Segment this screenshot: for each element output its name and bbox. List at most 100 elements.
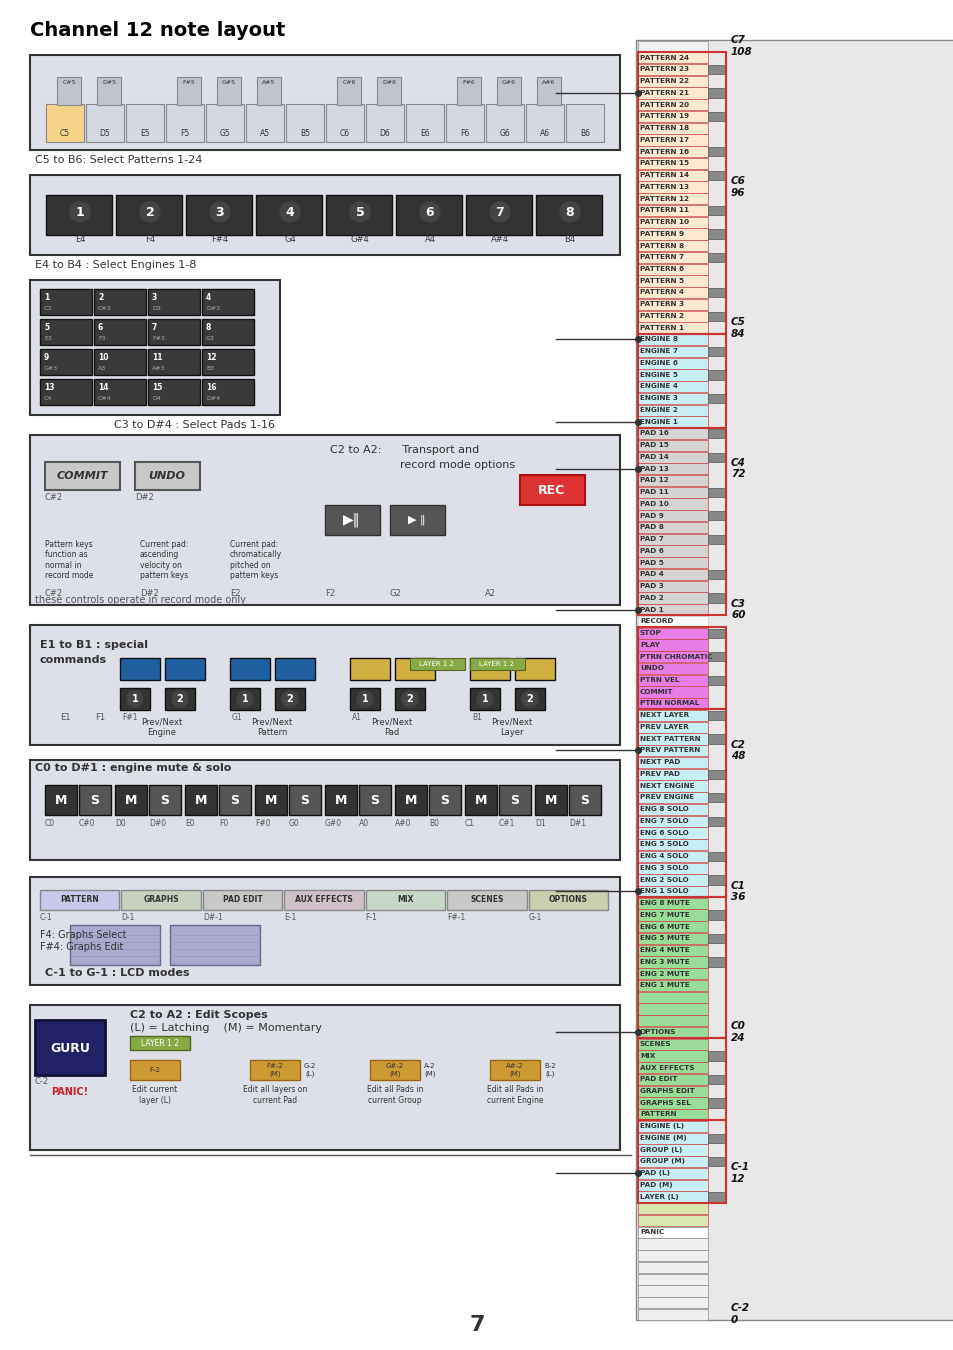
Text: B4: B4	[564, 235, 575, 244]
Text: PATTERN 4: PATTERN 4	[639, 289, 683, 296]
Text: PREV PATTERN: PREV PATTERN	[639, 748, 700, 753]
Bar	[638, 1145, 707, 1156]
Text: ENGINE 1: ENGINE 1	[639, 418, 678, 425]
Bar	[638, 863, 707, 873]
Bar	[638, 463, 707, 474]
Bar	[638, 898, 707, 909]
Bar	[638, 1215, 707, 1226]
Text: S: S	[91, 794, 99, 806]
Bar	[638, 558, 707, 568]
Text: G-2
(L): G-2 (L)	[304, 1064, 315, 1077]
Bar	[94, 379, 146, 405]
Text: PAD (M): PAD (M)	[639, 1183, 672, 1188]
Bar	[30, 878, 619, 986]
Text: S: S	[440, 794, 449, 806]
Bar	[284, 890, 363, 910]
Text: C6
96: C6 96	[730, 176, 745, 197]
Text: AUX EFFECTS: AUX EFFECTS	[639, 1065, 694, 1071]
Text: B5: B5	[299, 130, 310, 138]
Text: these controls operate in record mode only: these controls operate in record mode on…	[35, 595, 246, 605]
Text: PATTERN 5: PATTERN 5	[639, 278, 683, 283]
Text: B3: B3	[206, 366, 214, 371]
Text: A2: A2	[484, 589, 496, 598]
Text: PAD 13: PAD 13	[639, 466, 668, 471]
Bar	[638, 1003, 707, 1015]
Text: 4: 4	[285, 205, 294, 219]
Circle shape	[127, 691, 143, 707]
Bar	[219, 784, 251, 815]
Bar	[120, 657, 160, 680]
Bar	[30, 625, 619, 745]
Bar	[707, 112, 725, 122]
Bar	[638, 428, 707, 439]
Text: OPTIONS: OPTIONS	[639, 1029, 676, 1035]
Bar	[638, 1238, 707, 1250]
Text: F#-1: F#-1	[447, 913, 465, 922]
Bar	[254, 784, 287, 815]
Text: C4: C4	[44, 396, 52, 401]
Bar	[350, 657, 390, 680]
Text: 7: 7	[469, 1315, 484, 1335]
Text: F3: F3	[98, 336, 106, 342]
Bar	[638, 76, 707, 86]
Bar	[638, 675, 707, 686]
Text: G5: G5	[219, 130, 230, 138]
Text: AUX EFFECTS: AUX EFFECTS	[294, 895, 353, 905]
Text: PATTERN 7: PATTERN 7	[639, 254, 683, 261]
Text: A-2
(M): A-2 (M)	[424, 1064, 436, 1077]
Text: F-2: F-2	[150, 1066, 160, 1073]
Bar	[528, 890, 607, 910]
Text: 2: 2	[146, 205, 154, 219]
Text: PAD 12: PAD 12	[639, 478, 668, 483]
Text: A#-2
(M): A#-2 (M)	[506, 1064, 523, 1077]
Text: NEXT LAYER: NEXT LAYER	[639, 713, 688, 718]
Bar	[638, 815, 707, 826]
Circle shape	[401, 691, 417, 707]
Bar	[638, 416, 707, 428]
Text: ENG 5 MUTE: ENG 5 MUTE	[639, 936, 689, 941]
Text: LAYER (L): LAYER (L)	[639, 1193, 678, 1200]
Text: M: M	[265, 794, 277, 806]
Text: F4: F4	[145, 235, 155, 244]
Text: G#5: G#5	[222, 80, 235, 85]
Text: PATTERN 18: PATTERN 18	[639, 126, 688, 131]
Text: G-1: G-1	[528, 913, 541, 922]
Text: ENG 4 SOLO: ENG 4 SOLO	[639, 853, 688, 859]
Bar	[638, 298, 707, 311]
Bar	[707, 934, 725, 944]
Bar	[707, 65, 725, 74]
Text: ENGINE 5: ENGINE 5	[639, 371, 678, 378]
Text: F1: F1	[95, 713, 105, 721]
Text: S: S	[370, 794, 379, 806]
Bar	[707, 1052, 725, 1061]
Text: PAD 11: PAD 11	[639, 489, 668, 495]
Bar	[638, 170, 707, 181]
Text: PATTERN 24: PATTERN 24	[639, 54, 688, 61]
Bar	[121, 890, 201, 910]
Text: C0
24: C0 24	[730, 1022, 745, 1044]
Text: PAD EDIT: PAD EDIT	[222, 895, 262, 905]
Text: PAD 7: PAD 7	[639, 536, 663, 543]
Text: 7: 7	[152, 323, 157, 332]
Bar	[638, 428, 725, 616]
Bar	[456, 77, 480, 105]
Bar	[250, 1060, 299, 1080]
Text: D#6: D#6	[381, 80, 395, 85]
Bar	[256, 77, 281, 105]
Text: D#5: D#5	[102, 80, 116, 85]
Text: ENG 8 SOLO: ENG 8 SOLO	[639, 806, 688, 813]
Bar	[638, 1227, 707, 1238]
Text: F5: F5	[180, 130, 190, 138]
Text: PATTERN 1: PATTERN 1	[639, 325, 683, 331]
Text: D1: D1	[535, 818, 545, 828]
Text: ENG 2 MUTE: ENG 2 MUTE	[639, 971, 689, 976]
Text: M: M	[335, 794, 347, 806]
Text: M: M	[475, 794, 487, 806]
Bar	[638, 263, 707, 275]
Bar	[638, 768, 707, 780]
Bar	[120, 688, 150, 710]
Bar	[94, 319, 146, 346]
Bar	[45, 784, 77, 815]
Text: LAYER 1 2: LAYER 1 2	[479, 662, 514, 667]
Text: LAYER 1 2: LAYER 1 2	[419, 662, 454, 667]
